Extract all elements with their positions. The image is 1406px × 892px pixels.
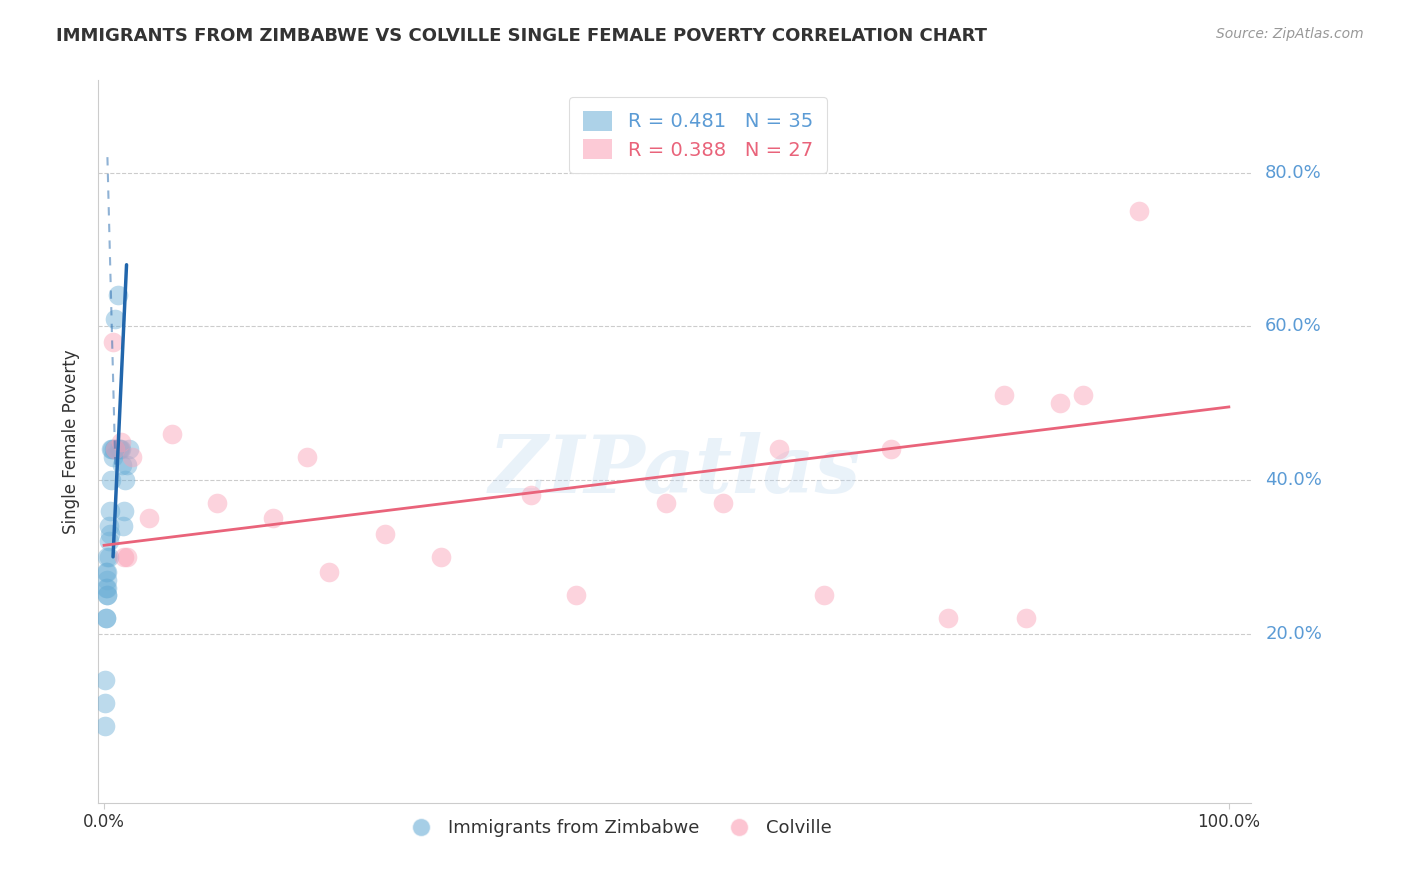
Point bbox=[111, 458, 134, 472]
Point bbox=[100, 473, 122, 487]
Point bbox=[1015, 611, 1038, 625]
Point bbox=[97, 519, 120, 533]
Point bbox=[115, 458, 138, 472]
Y-axis label: Single Female Poverty: Single Female Poverty bbox=[62, 350, 80, 533]
Point bbox=[993, 388, 1015, 402]
Point bbox=[121, 450, 143, 464]
Point bbox=[101, 442, 124, 457]
Point bbox=[96, 549, 118, 564]
Point bbox=[96, 565, 118, 579]
Point bbox=[98, 526, 121, 541]
Text: 80.0%: 80.0% bbox=[1265, 163, 1322, 181]
Point bbox=[96, 588, 118, 602]
Point bbox=[100, 442, 122, 457]
Point bbox=[112, 504, 135, 518]
Point bbox=[110, 434, 132, 449]
Point bbox=[138, 511, 160, 525]
Point bbox=[96, 581, 118, 595]
Point bbox=[1049, 396, 1071, 410]
Point bbox=[104, 311, 127, 326]
Point bbox=[96, 611, 118, 625]
Point bbox=[813, 588, 835, 602]
Point bbox=[108, 442, 131, 457]
Point bbox=[160, 426, 183, 441]
Point bbox=[96, 611, 118, 625]
Point bbox=[936, 611, 959, 625]
Point bbox=[655, 496, 678, 510]
Point bbox=[318, 565, 340, 579]
Point bbox=[97, 534, 120, 549]
Point bbox=[880, 442, 903, 457]
Point bbox=[98, 504, 121, 518]
Point bbox=[520, 488, 543, 502]
Point bbox=[295, 450, 318, 464]
Text: IMMIGRANTS FROM ZIMBABWE VS COLVILLE SINGLE FEMALE POVERTY CORRELATION CHART: IMMIGRANTS FROM ZIMBABWE VS COLVILLE SIN… bbox=[56, 27, 987, 45]
Point bbox=[94, 719, 117, 733]
Text: 20.0%: 20.0% bbox=[1265, 624, 1322, 643]
Point bbox=[112, 549, 135, 564]
Point bbox=[110, 442, 132, 457]
Text: ZIPatlas: ZIPatlas bbox=[489, 432, 860, 509]
Text: 60.0%: 60.0% bbox=[1265, 318, 1322, 335]
Point bbox=[97, 549, 120, 564]
Text: 40.0%: 40.0% bbox=[1265, 471, 1322, 489]
Point bbox=[96, 588, 118, 602]
Point bbox=[711, 496, 734, 510]
Point bbox=[565, 588, 588, 602]
Point bbox=[1128, 203, 1150, 218]
Point bbox=[104, 442, 127, 457]
Point bbox=[94, 696, 117, 710]
Point bbox=[96, 565, 118, 579]
Point bbox=[114, 473, 136, 487]
Point bbox=[118, 442, 141, 457]
Point bbox=[768, 442, 790, 457]
Point bbox=[94, 673, 117, 687]
Point bbox=[103, 442, 125, 457]
Point bbox=[107, 442, 129, 457]
Point bbox=[112, 519, 135, 533]
Point bbox=[430, 549, 453, 564]
Point bbox=[1071, 388, 1094, 402]
Point bbox=[104, 442, 127, 457]
Point bbox=[115, 549, 138, 564]
Point bbox=[96, 581, 118, 595]
Point bbox=[96, 573, 118, 587]
Point bbox=[101, 334, 124, 349]
Point bbox=[205, 496, 228, 510]
Point bbox=[262, 511, 284, 525]
Point bbox=[107, 288, 129, 302]
Text: Source: ZipAtlas.com: Source: ZipAtlas.com bbox=[1216, 27, 1364, 41]
Point bbox=[101, 450, 124, 464]
Point bbox=[374, 526, 396, 541]
Legend: Immigrants from Zimbabwe, Colville: Immigrants from Zimbabwe, Colville bbox=[395, 812, 839, 845]
